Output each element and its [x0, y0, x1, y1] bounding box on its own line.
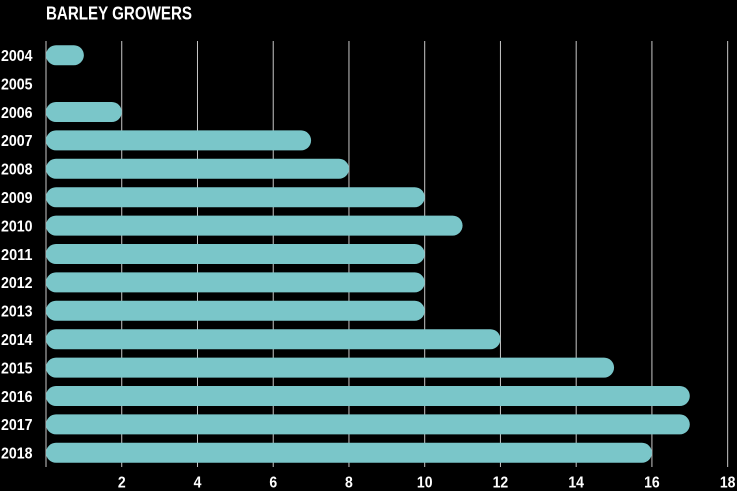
svg-text:16: 16: [644, 475, 660, 491]
svg-text:12: 12: [493, 475, 509, 491]
svg-text:2015: 2015: [1, 360, 33, 377]
svg-text:2007: 2007: [1, 133, 33, 150]
svg-text:2: 2: [118, 475, 126, 491]
svg-text:8: 8: [345, 475, 353, 491]
svg-text:2008: 2008: [1, 162, 33, 179]
svg-text:2010: 2010: [1, 218, 33, 235]
svg-text:2014: 2014: [1, 332, 33, 349]
svg-text:2011: 2011: [1, 247, 33, 264]
svg-text:18: 18: [720, 475, 736, 491]
svg-text:2016: 2016: [1, 389, 33, 406]
svg-text:2006: 2006: [1, 105, 33, 122]
svg-text:10: 10: [417, 475, 433, 491]
svg-text:2005: 2005: [1, 76, 33, 93]
svg-text:14: 14: [568, 475, 584, 491]
svg-text:2013: 2013: [1, 304, 33, 321]
svg-text:2004: 2004: [1, 48, 33, 65]
svg-text:2018: 2018: [1, 446, 33, 463]
svg-text:2012: 2012: [1, 275, 33, 292]
svg-text:6: 6: [269, 475, 277, 491]
svg-text:BARLEY GROWERS: BARLEY GROWERS: [46, 4, 192, 24]
svg-text:2009: 2009: [1, 190, 33, 207]
svg-text:2017: 2017: [1, 417, 33, 434]
svg-text:4: 4: [194, 475, 202, 491]
